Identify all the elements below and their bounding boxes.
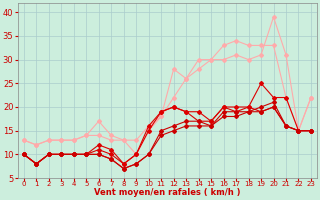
X-axis label: Vent moyen/en rafales ( km/h ): Vent moyen/en rafales ( km/h ) <box>94 188 241 197</box>
